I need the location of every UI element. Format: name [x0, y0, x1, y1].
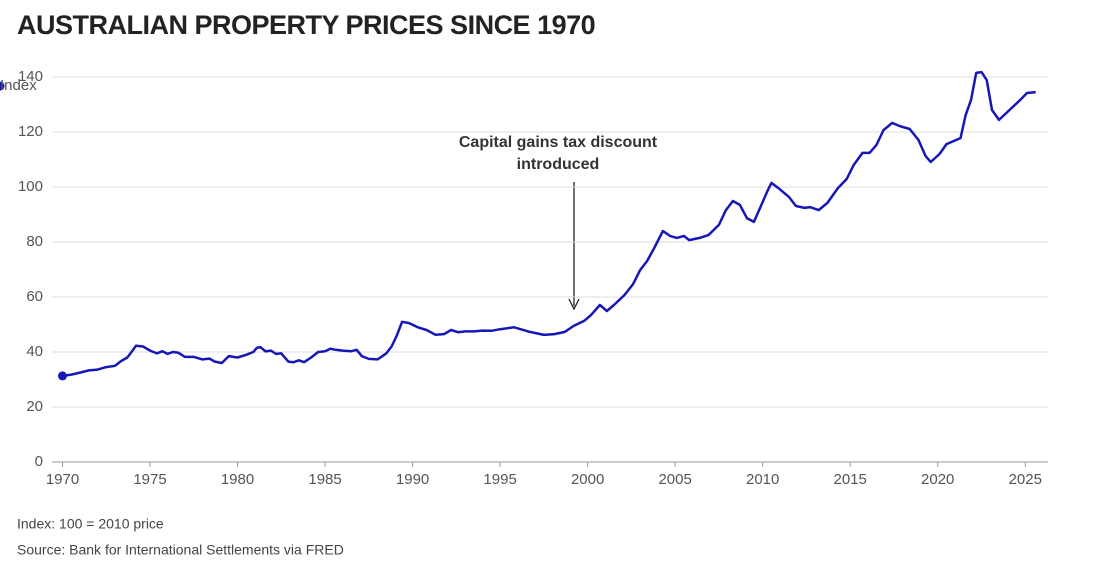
x-tick-label: 2025	[1009, 471, 1042, 488]
chart-title: AUSTRALIAN PROPERTY PRICES SINCE 1970	[17, 10, 595, 40]
annotation-arrowhead	[568, 298, 580, 311]
end-point	[0, 81, 5, 91]
y-tick-label: 20	[26, 398, 43, 415]
x-tick-label: 2000	[571, 471, 604, 488]
x-tick-label: 1980	[221, 471, 254, 488]
y-tick-label: 120	[18, 123, 43, 140]
y-tick-label: 40	[26, 343, 43, 360]
y-tick-label: 60	[26, 288, 43, 305]
x-tick-label: 2015	[834, 471, 867, 488]
x-tick-label: 1995	[483, 471, 516, 488]
y-tick-label: 100	[18, 178, 43, 195]
start-point	[58, 371, 68, 381]
series-label: Index	[0, 77, 37, 94]
y-tick-label: 0	[35, 453, 43, 470]
y-tick-label: 80	[26, 233, 43, 250]
x-tick-label: 1990	[396, 471, 429, 488]
note: Index: 100 = 2010 price	[17, 516, 164, 532]
source: Source: Bank for International Settlemen…	[17, 542, 344, 558]
x-tick-label: 1970	[46, 471, 79, 488]
series-line	[62, 70, 1036, 378]
y-tick-label: 140	[18, 68, 43, 85]
annotation: Capital gains tax discount	[459, 134, 658, 151]
plot-area: 0 20 40 60 80 100 120 140 1970 1975 1980 1985 1990 19…	[0, 68, 1048, 488]
x-tick-label: 2005	[658, 471, 691, 488]
x-tick-label: 2010	[746, 471, 779, 488]
x-tick-label: 1985	[308, 471, 341, 488]
x-tick-label: 1975	[133, 471, 166, 488]
annotation: introduced	[517, 156, 600, 173]
x-tick-label: 2020	[921, 471, 954, 488]
